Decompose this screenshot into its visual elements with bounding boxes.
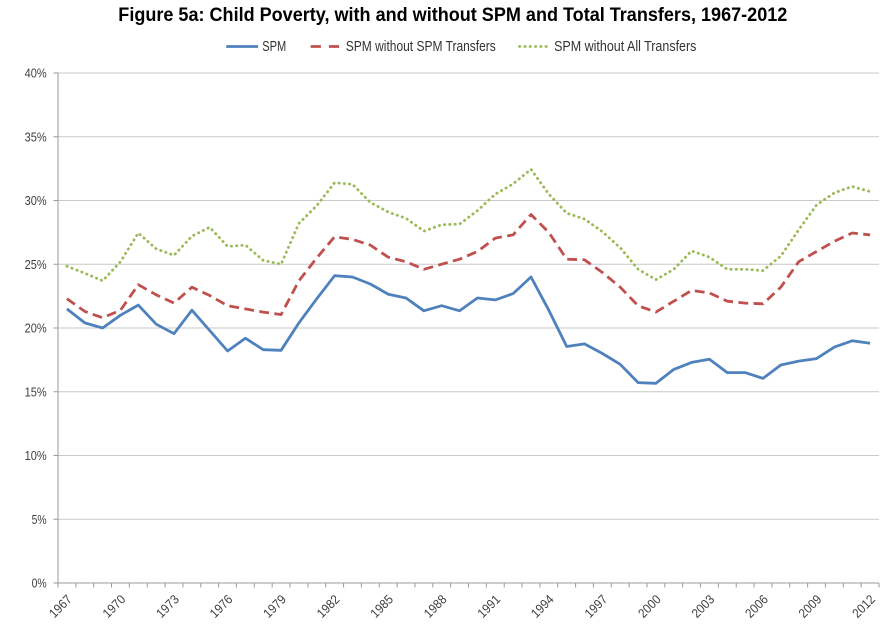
svg-text:5%: 5% [32,512,47,527]
svg-text:10%: 10% [25,448,47,463]
svg-text:40%: 40% [25,66,47,81]
svg-text:35%: 35% [25,129,47,144]
svg-text:15%: 15% [25,384,47,399]
svg-text:25%: 25% [25,257,47,272]
svg-text:0%: 0% [32,576,47,591]
svg-text:SPM without All Transfers: SPM without All Transfers [554,39,696,55]
svg-text:Figure 5a: Child Poverty, with: Figure 5a: Child Poverty, with and witho… [118,4,787,26]
svg-text:20%: 20% [25,321,47,336]
svg-text:SPM without SPM Transfers: SPM without SPM Transfers [346,39,496,55]
svg-text:30%: 30% [25,193,47,208]
svg-text:SPM: SPM [262,39,286,55]
